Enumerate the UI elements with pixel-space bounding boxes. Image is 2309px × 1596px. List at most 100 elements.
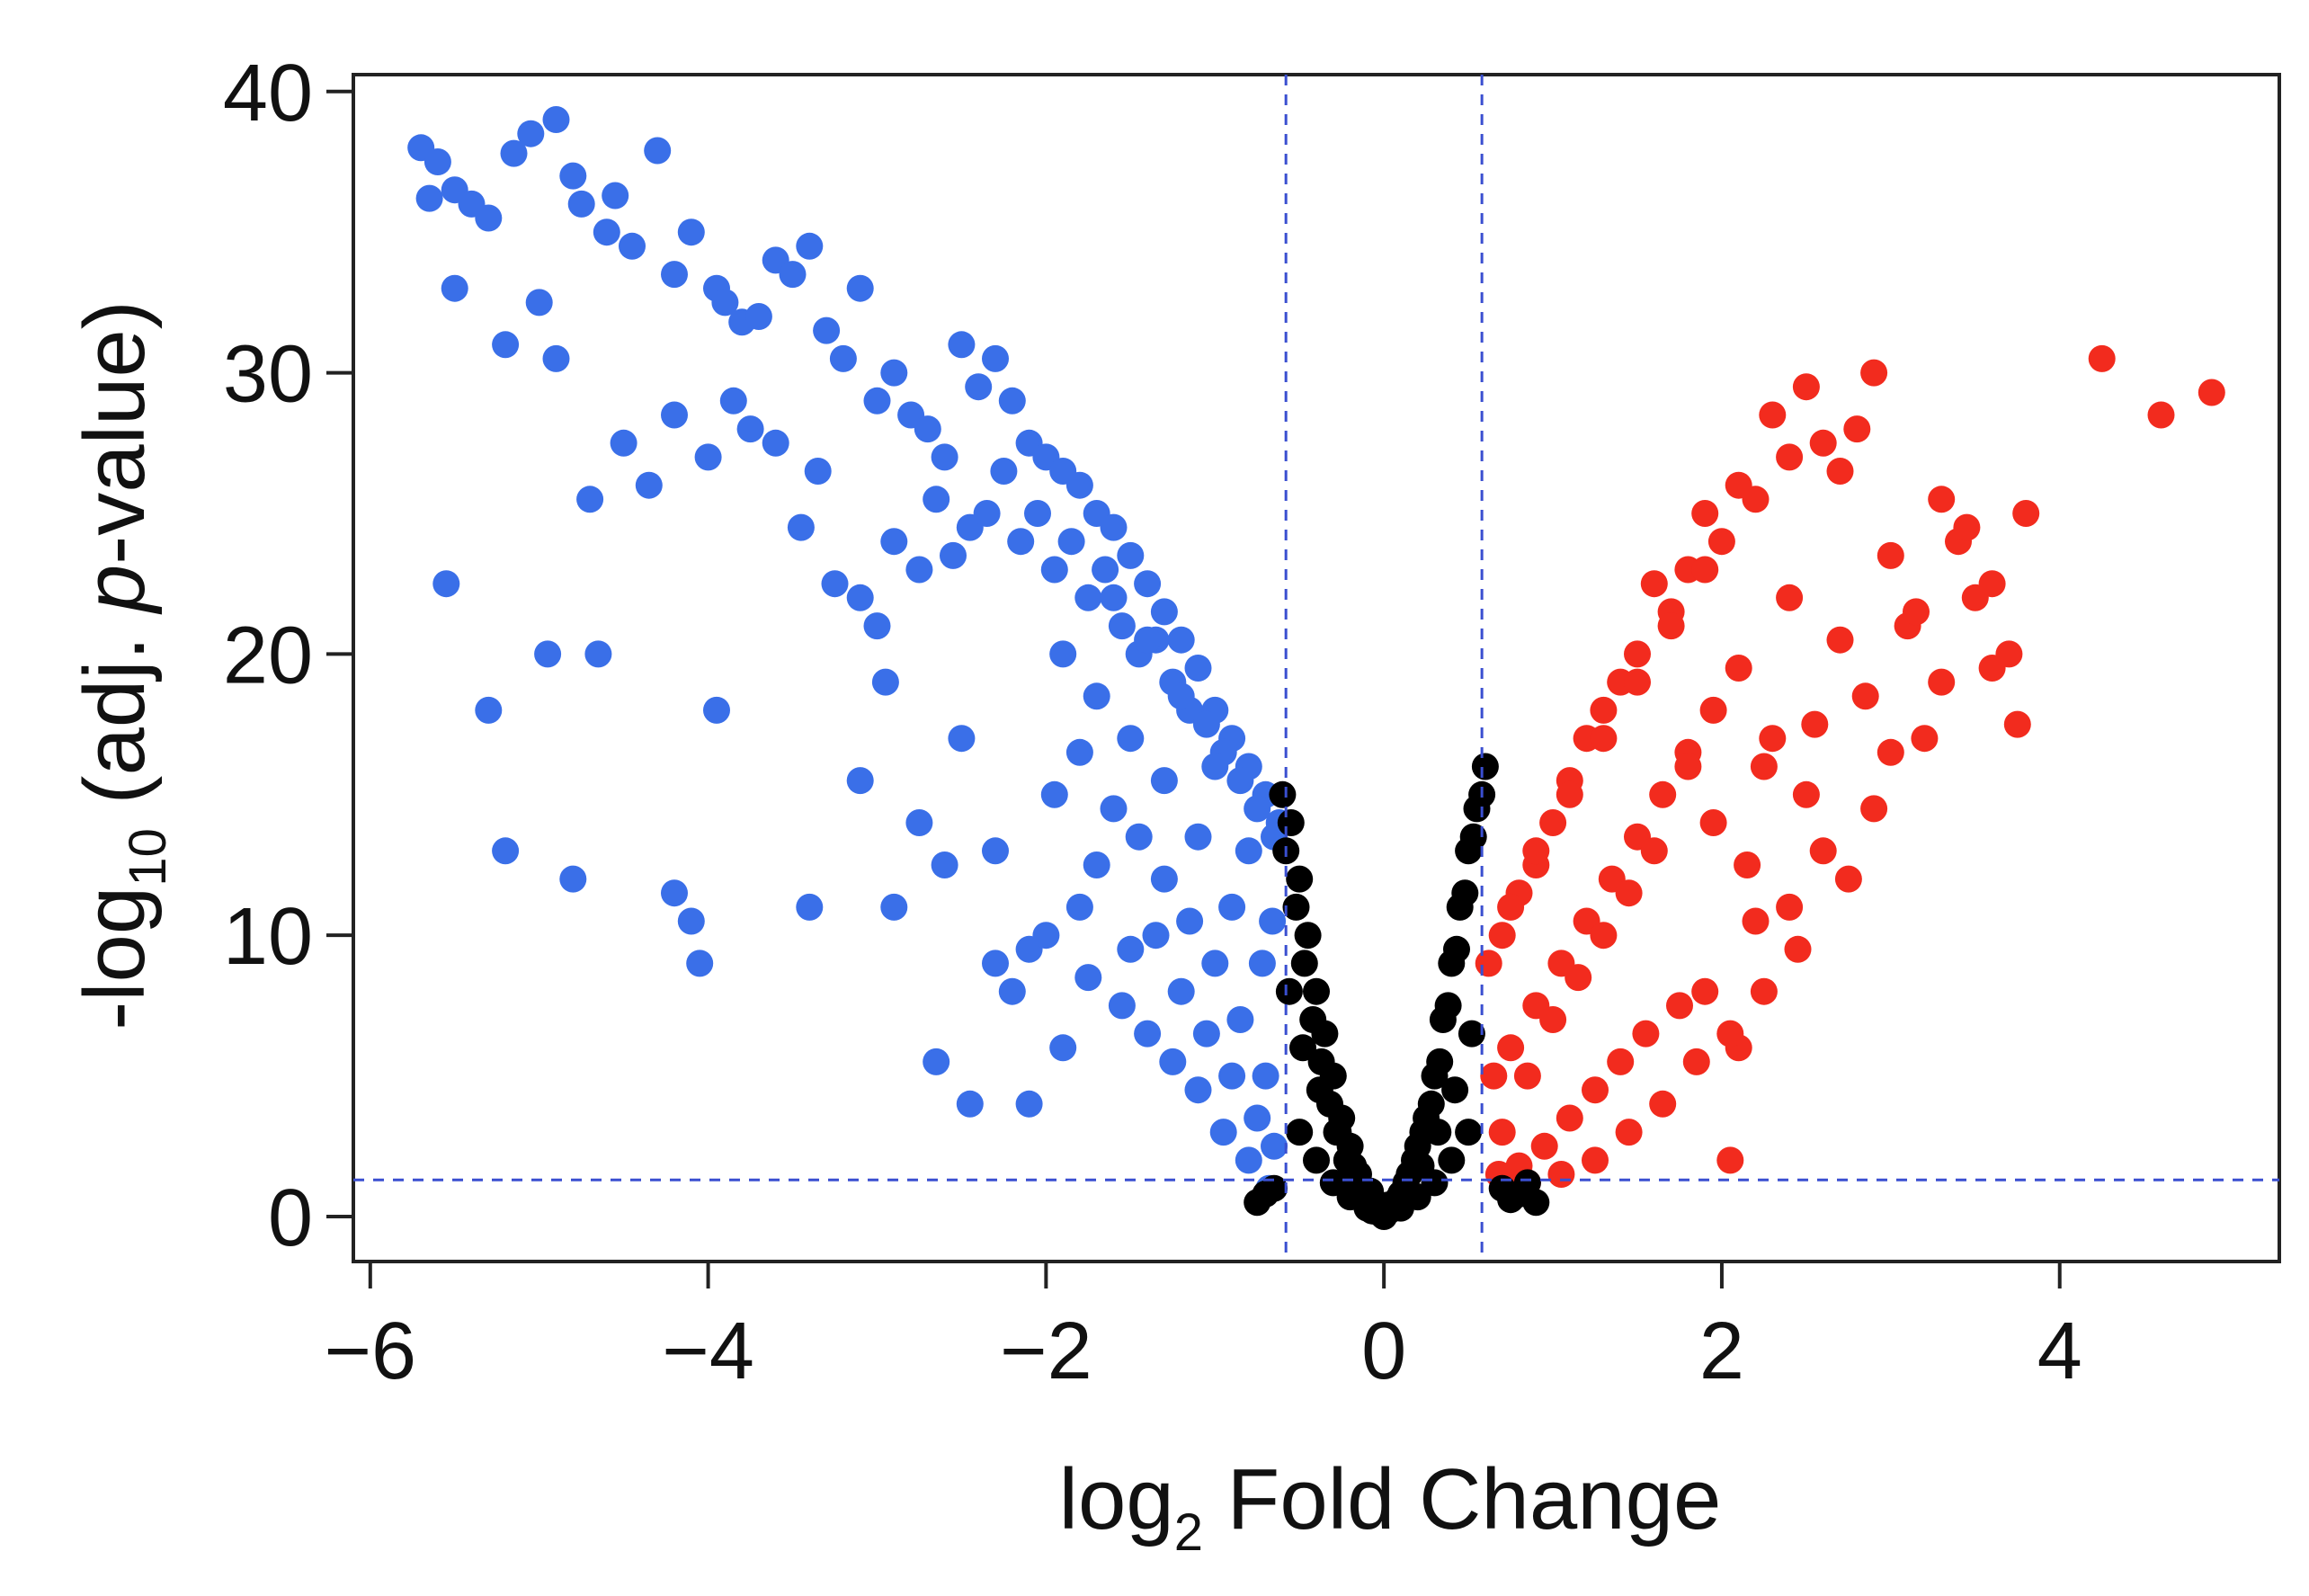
down-point bbox=[542, 106, 570, 133]
down-point bbox=[1248, 950, 1276, 977]
down-point bbox=[1244, 795, 1271, 823]
down-point bbox=[1125, 823, 1153, 851]
x-tick-label: 0 bbox=[1361, 1306, 1406, 1396]
down-point bbox=[998, 977, 1026, 1005]
up-point bbox=[2198, 379, 2225, 406]
ns-point bbox=[1289, 1034, 1316, 1062]
down-point bbox=[661, 401, 688, 429]
up-point bbox=[1539, 1006, 1567, 1033]
down-point bbox=[1167, 977, 1195, 1005]
up-point bbox=[1826, 458, 1854, 485]
down-point bbox=[1252, 1062, 1279, 1090]
down-point bbox=[1167, 682, 1195, 710]
down-point bbox=[846, 584, 874, 611]
up-point bbox=[1497, 1034, 1525, 1062]
up-point bbox=[1530, 1132, 1558, 1160]
up-point bbox=[1640, 837, 1668, 865]
down-point bbox=[534, 640, 562, 668]
up-point bbox=[1556, 1104, 1583, 1132]
ns-point bbox=[1426, 1048, 1454, 1075]
x-tick-label: 2 bbox=[1699, 1306, 1744, 1396]
y-tick-label: 20 bbox=[223, 611, 313, 700]
ns-point bbox=[1455, 1119, 1483, 1146]
down-point bbox=[677, 218, 705, 246]
up-point bbox=[1792, 780, 1820, 808]
up-point bbox=[1699, 809, 1727, 836]
up-point bbox=[1615, 879, 1643, 907]
down-point bbox=[965, 373, 993, 401]
ns-point bbox=[1459, 823, 1487, 851]
down-point bbox=[990, 458, 1018, 485]
up-point bbox=[1759, 725, 1787, 753]
down-point bbox=[923, 1048, 950, 1075]
down-point bbox=[559, 865, 587, 893]
up-point bbox=[1488, 1119, 1516, 1146]
down-point bbox=[948, 725, 976, 753]
up-point bbox=[1488, 922, 1516, 950]
down-point bbox=[703, 696, 730, 724]
up-point bbox=[1649, 780, 1677, 808]
down-point bbox=[880, 893, 908, 921]
down-point bbox=[1040, 780, 1068, 808]
ns-point bbox=[1340, 1152, 1368, 1180]
up-point bbox=[1953, 513, 1981, 541]
up-point bbox=[1547, 1161, 1575, 1188]
down-point bbox=[1235, 1146, 1262, 1174]
ns-point bbox=[1286, 1119, 1314, 1146]
down-point bbox=[1134, 570, 1162, 598]
y-tick-label: 40 bbox=[223, 49, 313, 138]
down-point bbox=[525, 289, 553, 317]
ns-point bbox=[1513, 1169, 1541, 1197]
down-point bbox=[956, 1090, 984, 1118]
down-point bbox=[1261, 1132, 1288, 1160]
ns-point bbox=[1294, 922, 1322, 950]
down-point bbox=[415, 184, 443, 212]
up-point bbox=[1716, 1146, 1744, 1174]
up-point bbox=[1734, 851, 1761, 878]
up-point bbox=[1556, 780, 1583, 808]
up-point bbox=[1590, 725, 1618, 753]
down-point bbox=[584, 640, 612, 668]
up-point bbox=[1565, 964, 1592, 992]
up-point bbox=[1691, 556, 1719, 584]
up-point bbox=[1776, 443, 1804, 471]
down-point bbox=[787, 513, 815, 541]
up-point bbox=[1928, 486, 1956, 513]
up-point bbox=[1801, 710, 1829, 738]
up-point bbox=[1682, 1048, 1710, 1075]
y-axis-ticks: 0 10 20 30 40 bbox=[223, 49, 353, 1263]
x-axis-title: log2 Fold Change bbox=[1059, 1451, 1722, 1562]
down-point bbox=[661, 879, 688, 907]
up-point bbox=[1707, 528, 1735, 556]
down-point bbox=[619, 232, 646, 260]
down-point bbox=[871, 668, 899, 696]
down-point bbox=[1244, 1104, 1271, 1132]
y-tick-label: 0 bbox=[268, 1173, 313, 1263]
up-point bbox=[1691, 977, 1719, 1005]
up-point bbox=[1759, 401, 1787, 429]
ns-point bbox=[1421, 1169, 1449, 1197]
down-point bbox=[1100, 795, 1128, 823]
down-point bbox=[863, 612, 891, 640]
up-point bbox=[1674, 753, 1702, 780]
down-point bbox=[1201, 950, 1229, 977]
ns-point bbox=[1286, 865, 1314, 893]
down-point bbox=[762, 429, 789, 457]
up-point bbox=[1784, 935, 1812, 963]
down-point bbox=[863, 387, 891, 415]
ns-point bbox=[1303, 977, 1330, 1005]
down-point bbox=[1040, 556, 1068, 584]
down-point bbox=[1007, 528, 1035, 556]
up-point bbox=[1877, 541, 1904, 569]
ns-point bbox=[1471, 753, 1499, 780]
up-point bbox=[1624, 668, 1651, 696]
down-point bbox=[1209, 1119, 1237, 1146]
down-point bbox=[492, 837, 520, 865]
data-points bbox=[407, 106, 2225, 1230]
up-point bbox=[1809, 837, 1837, 865]
down-point bbox=[1065, 471, 1093, 499]
down-point bbox=[475, 204, 503, 232]
up-point bbox=[1851, 682, 1879, 710]
up-point bbox=[1522, 837, 1550, 865]
